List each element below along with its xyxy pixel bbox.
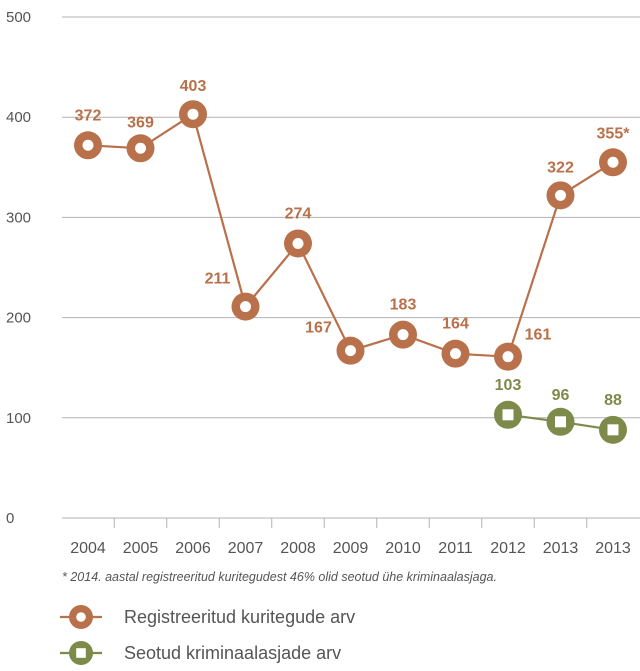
data-point-center	[607, 156, 619, 168]
x-tick-label: 2008	[280, 540, 316, 557]
series-line	[87, 113, 614, 358]
data-point-center	[187, 108, 199, 120]
data-label: 274	[285, 205, 312, 222]
x-tick-label: 2005	[123, 540, 159, 557]
y-tick-label: 100	[6, 410, 31, 427]
data-label: 322	[547, 159, 574, 176]
data-point-center	[345, 345, 356, 357]
square-marker-icon	[60, 641, 102, 665]
data-label: 164	[442, 316, 469, 333]
y-tick-label: 300	[6, 209, 31, 226]
data-point-center	[502, 409, 514, 421]
data-label: 161	[525, 327, 552, 344]
data-point-center	[607, 424, 619, 436]
data-point-center	[82, 139, 94, 151]
data-label: 211	[205, 271, 231, 288]
data-point-center	[135, 142, 146, 154]
x-tick-label: 2013	[543, 540, 579, 557]
data-point-center	[502, 351, 514, 363]
data-label: 403	[180, 78, 207, 95]
legend-item-related-cases: Seotud kriminaalasjade arv	[58, 639, 341, 667]
y-tick-label: 500	[6, 9, 31, 26]
data-label: 369	[127, 114, 154, 131]
circle-marker-icon	[60, 605, 102, 629]
line-chart: 0 100 200 300 400 500 2004 2005 2006 2007 2008 2009…	[6, 9, 640, 557]
y-tick-label: 400	[6, 109, 31, 126]
legend-label-registered-crimes: Registreeritud kuritegude arv	[124, 606, 356, 627]
data-point-center	[397, 329, 409, 341]
data-point-center	[555, 189, 566, 201]
x-tick-label: 2009	[333, 540, 369, 557]
data-label: 96	[552, 387, 570, 404]
x-tick-label: 2010	[385, 540, 421, 557]
x-tick-label: 2007	[228, 540, 264, 557]
data-label: 103	[495, 377, 522, 394]
y-tick-label: 0	[6, 510, 14, 527]
x-tick-label: 2004	[70, 540, 106, 557]
x-tick-label: 2013	[595, 540, 631, 557]
data-label: 88	[604, 392, 622, 409]
data-point-center	[450, 348, 461, 360]
y-tick-label: 200	[6, 310, 31, 327]
chart-footnote: * 2014. aastal registreeritud kuritegude…	[62, 570, 497, 584]
x-tick-label: 2011	[438, 540, 473, 557]
data-label: 183	[390, 297, 417, 314]
x-tick-label: 2012	[490, 540, 526, 557]
data-point-center	[292, 237, 304, 249]
data-point-center	[555, 416, 566, 428]
x-tick-label: 2006	[175, 540, 211, 557]
data-point-center	[240, 301, 251, 313]
data-label: 167	[305, 320, 332, 337]
legend-item-registered-crimes: Registreeritud kuritegude arv	[58, 603, 355, 631]
data-label: 355*	[597, 125, 631, 142]
data-label: 372	[75, 107, 102, 124]
legend-label-related-cases: Seotud kriminaalasjade arv	[124, 642, 342, 663]
